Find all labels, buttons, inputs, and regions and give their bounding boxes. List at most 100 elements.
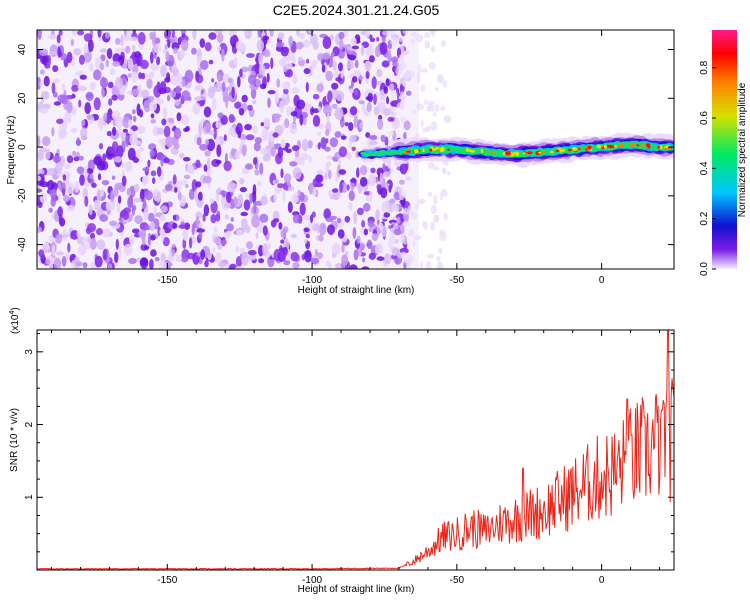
signal-peak xyxy=(466,147,469,152)
noise-blob xyxy=(96,239,106,250)
noise-blob xyxy=(212,97,217,111)
noise-blob xyxy=(204,150,211,157)
noise-blob xyxy=(127,196,134,209)
noise-blob xyxy=(89,81,96,91)
noise-blob xyxy=(398,60,406,71)
noise-blob xyxy=(380,187,388,199)
noise-blob xyxy=(304,250,312,263)
noise-blob xyxy=(274,179,279,184)
noise-blob xyxy=(235,256,243,268)
noise-blob xyxy=(168,249,172,262)
noise-blob xyxy=(191,47,197,55)
noise-blob xyxy=(356,235,361,244)
noise-blob xyxy=(356,167,360,178)
noise-blob xyxy=(396,216,401,224)
noise-blob xyxy=(367,92,374,103)
noise-blob xyxy=(149,221,156,232)
noise-blob xyxy=(335,90,345,102)
signal-peak xyxy=(527,151,533,155)
noise-blob xyxy=(441,167,447,175)
signal-peak xyxy=(664,146,670,149)
noise-blob xyxy=(245,163,253,170)
noise-blob xyxy=(410,38,416,44)
noise-blob xyxy=(406,90,412,96)
noise-blob xyxy=(413,234,422,241)
noise-blob xyxy=(203,175,212,184)
noise-blob xyxy=(115,238,119,250)
noise-blob xyxy=(177,191,182,201)
noise-blob xyxy=(405,254,414,265)
noise-blob xyxy=(120,131,126,142)
noise-blob xyxy=(142,198,147,209)
noise-blob xyxy=(103,228,111,239)
noise-blob xyxy=(73,156,80,162)
noise-blob xyxy=(252,184,257,196)
noise-blob xyxy=(196,136,202,146)
noise-blob xyxy=(318,123,325,129)
noise-blob xyxy=(147,159,151,168)
noise-blob xyxy=(246,241,253,250)
noise-blob xyxy=(120,34,124,47)
noise-blob xyxy=(79,174,85,186)
noise-blob xyxy=(233,196,238,207)
noise-blob xyxy=(351,45,360,50)
noise-blob xyxy=(356,207,364,216)
noise-blob xyxy=(386,96,390,105)
noise-blob xyxy=(78,155,84,161)
signal-peak xyxy=(538,151,542,154)
noise-blob xyxy=(356,37,360,43)
noise-blob xyxy=(114,251,119,263)
spectrogram-panel: -150 -100 -50 0 -40 -20 0 20 40 Height of strai… xyxy=(6,29,675,296)
noise-blob xyxy=(72,150,77,157)
noise-blob xyxy=(228,30,235,37)
noise-blob xyxy=(71,84,79,92)
noise-blob xyxy=(204,139,210,146)
noise-blob xyxy=(223,231,232,239)
noise-blob xyxy=(244,168,249,175)
noise-blob xyxy=(368,226,373,232)
noise-blob xyxy=(180,30,187,34)
noise-blob xyxy=(430,204,438,215)
noise-blob xyxy=(383,212,391,218)
noise-blob xyxy=(255,232,259,239)
noise-blob xyxy=(220,239,227,246)
noise-blob xyxy=(150,234,156,241)
noise-blob xyxy=(351,146,356,152)
signal-peak xyxy=(484,150,487,153)
noise-blob xyxy=(142,167,150,172)
noise-blob xyxy=(327,189,334,196)
signal-blob xyxy=(373,151,378,154)
noise-blob xyxy=(39,107,49,114)
noise-blob xyxy=(334,131,342,138)
noise-blob xyxy=(338,169,347,175)
noise-blob xyxy=(195,159,201,168)
noise-blob xyxy=(61,228,68,241)
noise-blob xyxy=(37,226,43,233)
colorbar-gradient xyxy=(712,30,737,269)
noise-blob xyxy=(155,192,161,203)
noise-blob xyxy=(379,222,384,231)
noise-blob xyxy=(191,223,195,236)
noise-blob xyxy=(272,132,279,138)
noise-blob xyxy=(368,173,377,186)
noise-blob xyxy=(412,239,416,247)
noise-blob xyxy=(83,165,88,176)
noise-blob xyxy=(266,72,270,83)
noise-blob xyxy=(172,174,177,185)
snr-frame xyxy=(36,329,675,571)
noise-blob xyxy=(410,32,418,37)
noise-blob xyxy=(194,96,203,102)
noise-blob xyxy=(338,146,348,158)
noise-blob xyxy=(338,62,343,72)
noise-blob xyxy=(231,86,235,99)
noise-blob xyxy=(181,39,189,51)
noise-blob xyxy=(162,237,170,247)
noise-blob xyxy=(299,114,304,126)
noise-blob xyxy=(337,158,342,167)
noise-blob xyxy=(110,189,115,203)
noise-blob xyxy=(88,63,94,72)
noise-blob xyxy=(73,48,82,56)
noise-blob xyxy=(160,64,168,77)
noise-blob xyxy=(352,227,357,239)
noise-blob xyxy=(258,52,263,66)
